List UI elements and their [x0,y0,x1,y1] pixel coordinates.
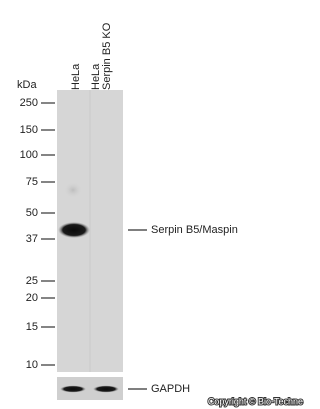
unit-label: kDa [17,79,37,91]
marker-label: 20 [26,292,38,304]
band [93,386,119,393]
marker-label: 150 [20,124,38,136]
marker-label: 15 [26,321,38,333]
marker-label: 75 [26,176,38,188]
marker-label: 10 [26,359,38,371]
band [58,222,90,238]
page: kDa HeLa HeLa Serpin B5 KO Serpin B5/Mas… [0,0,320,409]
marker-label: 50 [26,207,38,219]
marker-label: 25 [26,275,38,287]
smear [64,182,82,198]
band-label: Serpin B5/Maspin [151,224,238,236]
lane-label: HeLa [70,63,82,90]
lane-label: Serpin B5 KO [101,22,113,90]
band-label: GAPDH [151,383,190,395]
marker-label: 250 [20,97,38,109]
copyright: Copyright © Bio-Techne [208,396,303,406]
band [60,386,86,393]
blot-figure: kDa HeLa HeLa Serpin B5 KO Serpin B5/Mas… [0,0,306,409]
marker-label: 100 [20,149,38,161]
marker-label: 37 [26,233,38,245]
